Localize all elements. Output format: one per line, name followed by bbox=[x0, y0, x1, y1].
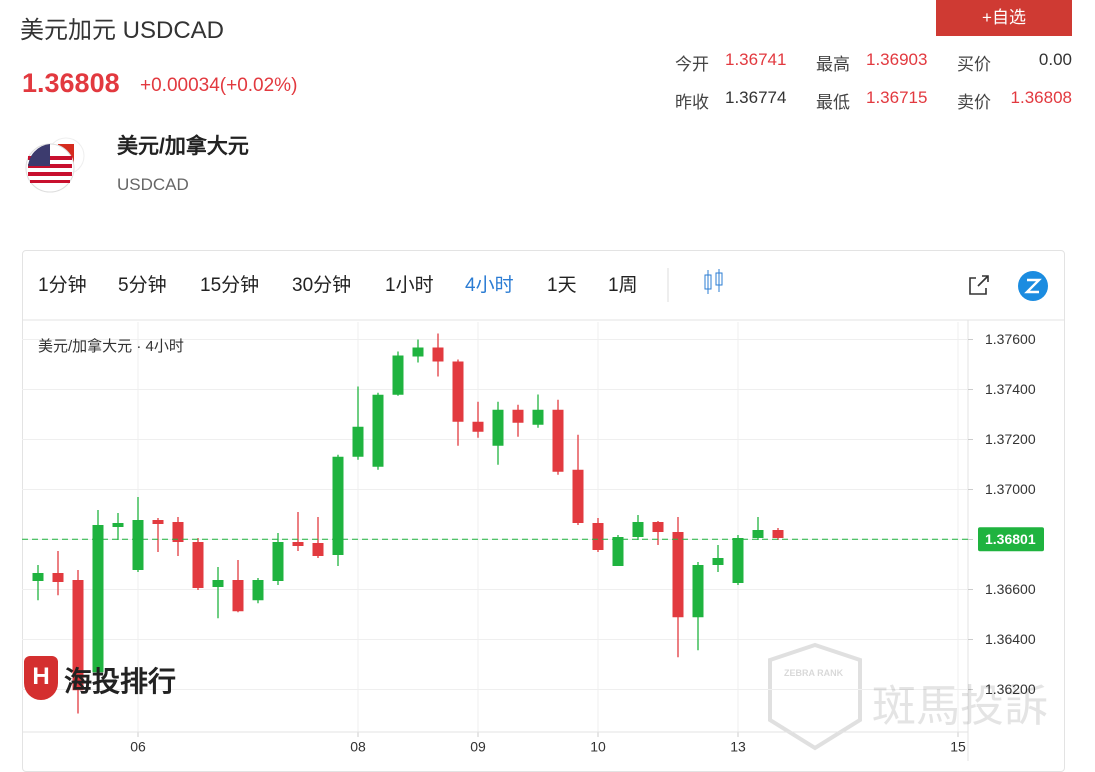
watermark-left: 海投排行 bbox=[64, 666, 177, 697]
candle-body bbox=[112, 523, 124, 527]
candle-body bbox=[312, 543, 324, 556]
flag-icon bbox=[25, 137, 85, 193]
stat-value: 1.36903 bbox=[866, 50, 928, 69]
candle-body bbox=[432, 347, 444, 362]
x-tick-label: 13 bbox=[730, 739, 746, 755]
candle-body bbox=[292, 542, 304, 546]
candle-body bbox=[72, 580, 84, 691]
interval-tab[interactable]: 1小时 bbox=[385, 274, 434, 296]
interval-tab[interactable]: 15分钟 bbox=[200, 274, 259, 296]
x-tick-label: 10 bbox=[590, 739, 606, 755]
stat-label: 卖价 bbox=[957, 93, 991, 112]
interval-tab[interactable]: 1周 bbox=[608, 275, 638, 296]
logo-icon: H bbox=[24, 656, 58, 700]
candle-body bbox=[692, 565, 704, 618]
candle-body bbox=[392, 355, 404, 395]
x-tick-label: 06 bbox=[130, 739, 146, 755]
y-tick-label: 1.37600 bbox=[985, 331, 1036, 347]
page-title: 美元加元 USDCAD bbox=[20, 17, 225, 44]
stat-value: 1.36774 bbox=[725, 88, 787, 107]
last-price-tag bbox=[978, 527, 1044, 552]
candle-body bbox=[372, 394, 384, 467]
candle-body bbox=[712, 558, 724, 565]
price: 1.36808 bbox=[22, 68, 120, 98]
candle-body bbox=[252, 580, 264, 601]
candle-body bbox=[52, 573, 64, 582]
watermark-right: 斑馬投訴 bbox=[872, 682, 1048, 731]
candle-body bbox=[572, 469, 584, 523]
y-tick-label: 1.37400 bbox=[985, 381, 1036, 397]
candle-body bbox=[732, 538, 744, 583]
interval-tab[interactable]: 1天 bbox=[547, 275, 577, 296]
zebra-badge bbox=[768, 642, 862, 751]
watch-button[interactable]: +自选 bbox=[936, 0, 1072, 36]
candle-body bbox=[412, 347, 424, 357]
x-tick-label: 15 bbox=[950, 739, 966, 755]
stat-value: 1.36808 bbox=[1010, 88, 1072, 107]
candle-body bbox=[32, 573, 44, 581]
candle-body bbox=[212, 580, 224, 587]
stat-label: 买价 bbox=[957, 55, 991, 74]
candle-body bbox=[452, 361, 464, 422]
candle-body bbox=[652, 522, 664, 532]
chart-title: 美元/加拿大元 · 4小时 bbox=[38, 337, 184, 355]
candle-body bbox=[612, 537, 624, 566]
share-icon[interactable] bbox=[969, 275, 989, 295]
instrument-name: 美元/加拿大元 bbox=[117, 135, 249, 158]
stat-value: 1.36715 bbox=[866, 88, 928, 107]
stat-label: 昨收 bbox=[675, 93, 709, 112]
candle-body bbox=[632, 522, 644, 537]
candle-body bbox=[352, 426, 364, 457]
candle-body bbox=[552, 409, 564, 472]
candle-body bbox=[172, 522, 184, 542]
x-tick-label: 09 bbox=[470, 739, 486, 755]
candle-icon[interactable] bbox=[704, 269, 723, 294]
candle-body bbox=[532, 409, 544, 425]
candle-body bbox=[592, 523, 604, 550]
candle-body bbox=[92, 525, 104, 673]
stat-label: 今开 bbox=[675, 55, 709, 74]
instrument-code: USDCAD bbox=[117, 175, 189, 194]
stat-value: 0.00 bbox=[1038, 50, 1072, 69]
zoom-icon[interactable] bbox=[1018, 271, 1048, 301]
candle-body bbox=[752, 530, 764, 538]
x-tick-label: 08 bbox=[350, 739, 366, 755]
candle-body bbox=[232, 580, 244, 612]
candle-body bbox=[772, 530, 784, 538]
candle-body bbox=[492, 409, 504, 446]
interval-tab[interactable]: 5分钟 bbox=[118, 274, 167, 296]
stat-label: 最低 bbox=[816, 93, 850, 112]
interval-tab[interactable]: 4小时 bbox=[465, 274, 514, 296]
stat-value: 1.36741 bbox=[725, 50, 787, 69]
candle-body bbox=[512, 409, 524, 423]
y-tick-label: 1.36400 bbox=[985, 631, 1036, 647]
y-tick-label: 1.36200 bbox=[985, 681, 1036, 697]
candle-body bbox=[332, 456, 344, 555]
interval-tab[interactable]: 1分钟 bbox=[38, 274, 87, 296]
price-change: +0.00034(+0.02%) bbox=[140, 75, 298, 96]
last-price-label: 1.36801 bbox=[985, 531, 1036, 547]
candle-body bbox=[132, 520, 144, 570]
candle-body bbox=[272, 542, 284, 581]
candle-body bbox=[472, 421, 484, 432]
interval-tab[interactable]: 30分钟 bbox=[292, 274, 351, 296]
candle-body bbox=[152, 520, 164, 524]
candle-body bbox=[192, 542, 204, 588]
y-tick-label: 1.37000 bbox=[985, 481, 1036, 497]
watermark-badge: ZEBRA RANK bbox=[784, 668, 844, 678]
y-tick-label: 1.37200 bbox=[985, 431, 1036, 447]
candle-body bbox=[672, 532, 684, 618]
y-tick-label: 1.36600 bbox=[985, 581, 1036, 597]
stat-label: 最高 bbox=[816, 55, 850, 74]
